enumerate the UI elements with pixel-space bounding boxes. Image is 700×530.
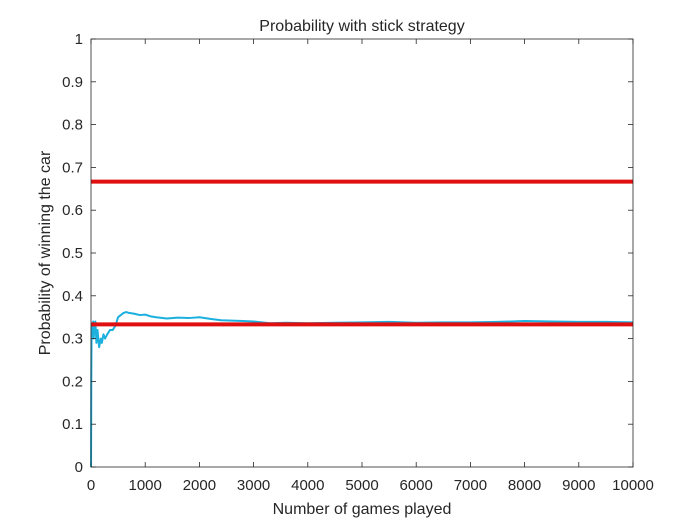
series-layer (90, 179, 634, 468)
x-tick-label: 3000 (237, 477, 270, 494)
y-axis-label: Probability of winning the car (37, 150, 54, 355)
x-tick-label: 1000 (129, 477, 162, 494)
y-tick-label: 0 (75, 459, 83, 476)
y-tick-label: 0.7 (62, 159, 83, 176)
plot-area (91, 39, 633, 467)
x-tick-label: 4000 (291, 477, 324, 494)
x-tick-label: 7000 (454, 477, 487, 494)
x-tick-label: 8000 (508, 477, 541, 494)
y-tick-label: 0.4 (62, 288, 83, 305)
y-tick-label: 0.2 (62, 373, 83, 390)
y-tick-label: 0.6 (62, 202, 83, 219)
y-axis: 0 0.1 0.2 0.3 0.4 0.5 0.6 0.7 0.8 0.9 1 (62, 31, 633, 476)
x-axis: 0 1000 2000 3000 4000 5000 6000 7000 8000 9000 100… (87, 39, 654, 494)
x-tick-label: 2000 (183, 477, 216, 494)
y-tick-label: 1 (75, 31, 83, 48)
y-tick-label: 0.1 (62, 416, 83, 433)
x-tick-label: 10000 (612, 477, 654, 494)
chart-title: Probability with stick strategy (259, 18, 464, 35)
x-tick-label: 5000 (345, 477, 378, 494)
y-tick-label: 0.5 (62, 245, 83, 262)
x-tick-label: 6000 (400, 477, 433, 494)
y-tick-label: 0.9 (62, 74, 83, 91)
simulation-line (90, 311, 634, 468)
y-tick-label: 0.3 (62, 331, 83, 348)
x-axis-label: Number of games played (273, 501, 452, 518)
y-tick-label: 0.8 (62, 117, 83, 134)
x-tick-label: 9000 (562, 477, 595, 494)
x-tick-label: 0 (87, 477, 95, 494)
